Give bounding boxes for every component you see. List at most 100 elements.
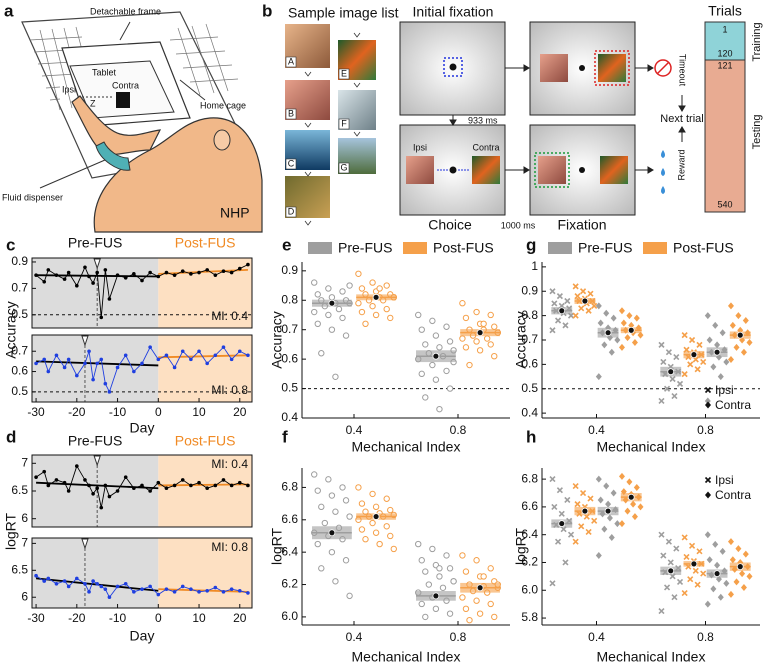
- data-point: [692, 567, 699, 574]
- axes-frame: [31, 537, 253, 609]
- data-point: [107, 297, 112, 301]
- data-point: [476, 610, 484, 617]
- data-point: [415, 540, 422, 548]
- data-point: [91, 281, 95, 285]
- data-point: [564, 297, 571, 305]
- fixation-window: [443, 57, 463, 77]
- mean-point: [627, 326, 635, 334]
- data-point: [487, 600, 494, 608]
- axes-frame: [31, 257, 253, 329]
- mean-point: [713, 570, 721, 577]
- data-point: [103, 587, 108, 591]
- data-point: [156, 274, 161, 279]
- data-point: [665, 349, 672, 356]
- data-point: [332, 578, 339, 585]
- y-tick-label: 6.6: [281, 512, 298, 526]
- data-point: [687, 576, 694, 583]
- x-tick-label: 0.4: [346, 423, 363, 437]
- data-point: [614, 336, 621, 344]
- data-point: [740, 583, 747, 591]
- data-point: [462, 605, 470, 613]
- data-point: [189, 272, 193, 276]
- mean-point: [713, 348, 721, 356]
- data-point: [87, 590, 91, 594]
- data-point: [140, 483, 144, 488]
- data-point: [95, 581, 99, 586]
- y-tick-label: 0.6: [11, 364, 28, 378]
- data-point: [148, 270, 152, 275]
- mean-point: [432, 352, 440, 360]
- data-point: [358, 526, 366, 533]
- x-tick-label: 0.8: [450, 630, 467, 644]
- data-point: [103, 483, 108, 488]
- panel: 0.4 0.8 0.4 0.5 0.6 0.7 0.8 0.9 Pre-FUS Post-FUS M…: [269, 240, 510, 455]
- data-point: [729, 556, 736, 564]
- trial-mark: 120: [717, 48, 732, 58]
- image-letter: E: [341, 68, 347, 78]
- data-point: [123, 276, 128, 280]
- data-point: [601, 525, 608, 533]
- data-point: [580, 489, 587, 497]
- data-point: [75, 283, 79, 288]
- data-point: [99, 315, 104, 320]
- data-point: [318, 350, 325, 357]
- data-point: [719, 547, 726, 555]
- x-axis-label: Mechanical Index: [352, 439, 461, 455]
- data-point: [574, 293, 581, 300]
- data-point: [624, 507, 631, 515]
- data-point: [422, 394, 429, 401]
- data-point: [658, 397, 665, 405]
- data-point: [369, 519, 376, 527]
- data-point: [369, 302, 376, 310]
- trend-line: [158, 268, 248, 275]
- data-point: [237, 588, 242, 593]
- data-point: [205, 361, 209, 366]
- data-point: [578, 523, 585, 530]
- data-point: [42, 279, 47, 284]
- data-point: [663, 385, 671, 392]
- data-point: [314, 540, 321, 548]
- stimulus: [406, 156, 434, 184]
- y-tick-label: 6: [21, 511, 28, 525]
- data-point: [595, 552, 602, 560]
- x-tick-label: 0.8: [450, 423, 467, 437]
- data-point: [62, 480, 67, 485]
- data-point: [671, 594, 678, 601]
- data-point: [572, 538, 579, 545]
- data-point: [717, 593, 724, 601]
- y-tick-label: 0.4: [521, 405, 538, 419]
- data-point: [712, 321, 719, 329]
- mean-point: [328, 529, 336, 537]
- data-point: [727, 538, 734, 546]
- data-point: [140, 361, 144, 366]
- data-point: [491, 613, 498, 621]
- y-tick-label: 6.2: [521, 555, 538, 569]
- data-point: [446, 565, 454, 572]
- data-point: [132, 272, 136, 276]
- data-point: [172, 273, 177, 277]
- data-point: [314, 320, 321, 328]
- data-point: [95, 361, 99, 366]
- data-point: [123, 353, 128, 358]
- mean-point: [328, 299, 336, 307]
- y-tick-label: 6.8: [521, 471, 538, 485]
- data-point: [742, 317, 749, 324]
- data-point: [491, 323, 498, 330]
- data-point: [491, 352, 498, 360]
- legend-label: Pre-FUS: [578, 240, 632, 256]
- data-point: [578, 305, 585, 312]
- stimulus: [600, 156, 628, 184]
- data-point: [591, 517, 598, 524]
- stimulus: [472, 156, 500, 184]
- data-point: [696, 548, 703, 555]
- data-point: [325, 311, 332, 319]
- data-point: [618, 307, 625, 315]
- data-point: [123, 581, 128, 586]
- panel-b: b Sample image list A B C D E F G Initia…: [262, 1, 763, 232]
- data-point: [311, 308, 318, 316]
- data-point: [439, 584, 447, 591]
- data-point: [383, 282, 390, 289]
- data-point: [172, 590, 177, 594]
- data-point: [462, 568, 470, 575]
- data-point: [689, 336, 696, 344]
